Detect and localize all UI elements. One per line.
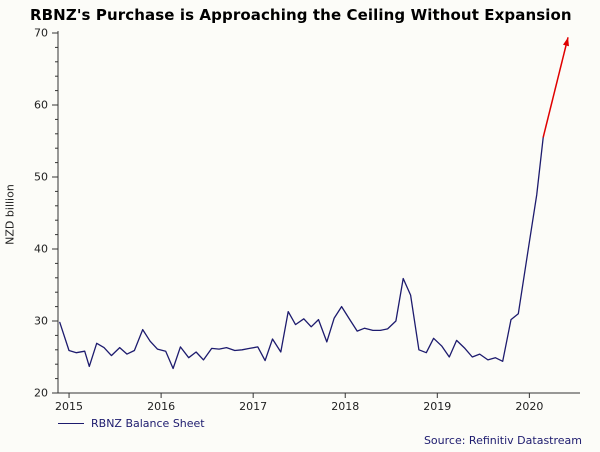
y-tick-label: 60 — [34, 99, 48, 112]
x-tick-label: 2019 — [423, 400, 451, 413]
y-tick-label: 50 — [34, 171, 48, 184]
legend-label: RBNZ Balance Sheet — [91, 417, 205, 430]
x-tick-label: 2017 — [239, 400, 267, 413]
legend-line-sample — [58, 423, 84, 424]
x-tick-label: 2020 — [515, 400, 543, 413]
x-tick-label: 2016 — [147, 400, 175, 413]
x-tick-label: 2015 — [55, 400, 83, 413]
y-tick-label: 20 — [34, 387, 48, 400]
legend: RBNZ Balance Sheet — [58, 417, 205, 430]
source-attribution: Source: Refinitiv Datastream — [423, 434, 582, 447]
projection-arrow-head — [562, 37, 569, 47]
x-tick-label: 2018 — [331, 400, 359, 413]
balance-sheet-line — [59, 136, 544, 370]
projection-arrow-shaft — [542, 37, 569, 138]
y-tick-label: 30 — [34, 315, 48, 328]
y-tick-label: 40 — [34, 243, 48, 256]
y-tick-label: 70 — [34, 27, 48, 40]
chart-title: RBNZ's Purchase is Approaching the Ceili… — [30, 6, 572, 24]
